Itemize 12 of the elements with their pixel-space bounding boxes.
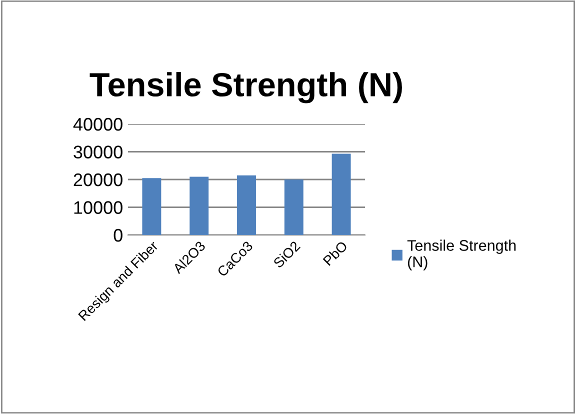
bar	[142, 178, 162, 235]
y-tick-label: 20000	[74, 173, 122, 186]
bar	[237, 175, 256, 235]
y-tick-label: 0	[114, 228, 122, 242]
bar	[332, 154, 351, 235]
legend-label: Tensile Strength (N)	[407, 240, 516, 270]
chart-title: Tensile Strength (N)	[90, 72, 402, 104]
y-tick-label: 40000	[73, 118, 122, 131]
bar	[190, 176, 209, 235]
bar	[284, 180, 304, 235]
y-tick-label: 10000	[74, 201, 122, 214]
y-tick-label: 30000	[74, 146, 122, 158]
